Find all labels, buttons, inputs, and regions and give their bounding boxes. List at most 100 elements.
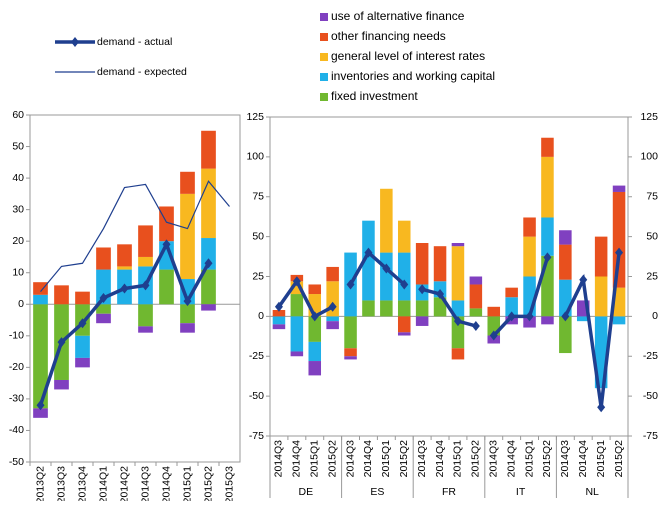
bar-segment bbox=[433, 246, 447, 282]
y2-tick-label: -50 bbox=[643, 390, 658, 402]
y-tick-label: 125 bbox=[246, 111, 264, 123]
bar-segment bbox=[272, 316, 286, 325]
x-tick-label: 2015Q2 bbox=[398, 440, 410, 478]
bar-segment bbox=[290, 351, 304, 357]
x-tick-label: 2015Q2 bbox=[541, 440, 553, 478]
x-tick-label: 2014Q1 bbox=[97, 466, 109, 501]
group-label: ES bbox=[370, 486, 384, 498]
bar-segment bbox=[451, 348, 465, 360]
bar-segment bbox=[362, 220, 375, 301]
x-tick-label: 2015Q2 bbox=[613, 440, 625, 478]
legend-swatch bbox=[320, 33, 328, 41]
legend-marker bbox=[71, 37, 79, 47]
y-tick-label: 100 bbox=[246, 151, 264, 163]
bar-segment bbox=[138, 256, 153, 267]
bar-segment bbox=[96, 304, 111, 314]
legend-swatch bbox=[320, 93, 328, 101]
bar-segment bbox=[451, 316, 465, 349]
bar-segment bbox=[290, 294, 304, 317]
bar-segment bbox=[559, 230, 572, 245]
y-tick-label: -10 bbox=[9, 330, 24, 342]
bar-segment bbox=[138, 304, 153, 327]
y2-tick-label: 25 bbox=[646, 270, 658, 282]
legend-label: general level of interest rates bbox=[331, 49, 485, 63]
bar-segment bbox=[96, 313, 111, 324]
bar-segment bbox=[75, 335, 90, 358]
y2-tick-label: 100 bbox=[640, 151, 658, 163]
y-tick-label: -25 bbox=[249, 350, 264, 362]
line-series bbox=[563, 252, 621, 408]
legend-label: inventories and working capital bbox=[331, 69, 495, 83]
bar-segment bbox=[451, 300, 465, 317]
bar-segment bbox=[541, 137, 554, 157]
bar-segment bbox=[469, 284, 483, 309]
y-tick-label: -40 bbox=[9, 424, 24, 436]
bar-segment bbox=[180, 193, 195, 280]
x-tick-label: 2014Q3 bbox=[416, 440, 428, 478]
line-marker bbox=[328, 301, 337, 312]
bar-segment bbox=[308, 341, 322, 362]
bar-segment bbox=[594, 236, 608, 277]
line-marker bbox=[382, 263, 391, 274]
bar-segment bbox=[117, 244, 132, 267]
line-marker bbox=[57, 337, 66, 348]
x-tick-label: 2013Q2 bbox=[34, 466, 46, 501]
y-tick-label: -20 bbox=[9, 361, 24, 373]
line-marker bbox=[597, 402, 606, 413]
bar-segment bbox=[33, 304, 48, 409]
y2-tick-label: 50 bbox=[646, 230, 658, 242]
bar-segment bbox=[487, 306, 501, 317]
x-tick-label: 2014Q3 bbox=[273, 440, 285, 478]
line-marker bbox=[162, 239, 171, 250]
bar-segment bbox=[397, 332, 411, 336]
bar-segment bbox=[380, 252, 393, 301]
bar-segment bbox=[33, 282, 48, 295]
x-tick-label: 2014Q3 bbox=[559, 440, 571, 478]
x-tick-label: 2015Q3 bbox=[223, 466, 235, 501]
x-tick-label: 2015Q1 bbox=[523, 440, 535, 478]
y2-tick-label: 125 bbox=[640, 111, 658, 123]
line-marker bbox=[579, 274, 588, 285]
bar-segment bbox=[201, 304, 216, 311]
group-label: FR bbox=[442, 486, 456, 498]
bar-segment bbox=[180, 171, 195, 194]
bar-segment bbox=[117, 266, 132, 270]
bar-segment bbox=[159, 269, 174, 305]
legend-label: fixed investment bbox=[331, 89, 418, 103]
line-series bbox=[492, 256, 550, 337]
plot-frame bbox=[269, 116, 629, 437]
legend-swatch bbox=[320, 13, 328, 21]
x-tick-label: 2015Q2 bbox=[470, 440, 482, 478]
y-tick-label: -50 bbox=[249, 390, 264, 402]
bar-segment bbox=[541, 217, 554, 256]
legend-label: other financing needs bbox=[331, 29, 446, 43]
x-tick-label: 2014Q3 bbox=[344, 440, 356, 478]
bar-segment bbox=[594, 276, 608, 317]
bar-segment bbox=[308, 316, 322, 342]
bar-segment bbox=[201, 238, 216, 270]
line-marker bbox=[36, 400, 45, 411]
bar-segment bbox=[96, 247, 111, 270]
group-label: DE bbox=[299, 486, 314, 498]
bar-segment bbox=[397, 300, 411, 317]
line-marker bbox=[453, 316, 462, 327]
bar-segment bbox=[469, 276, 483, 285]
line-series bbox=[349, 249, 406, 286]
legend-label: demand - actual bbox=[97, 36, 172, 48]
x-tick-label: 2014Q4 bbox=[577, 440, 589, 478]
bar-segment bbox=[612, 191, 626, 288]
bar-segment bbox=[523, 217, 536, 237]
bar-segment bbox=[180, 323, 195, 333]
x-tick-label: 2014Q3 bbox=[139, 466, 151, 501]
bar-segment bbox=[576, 316, 590, 322]
bar-segment bbox=[272, 309, 286, 317]
x-tick-label: 2015Q1 bbox=[181, 466, 193, 501]
bar-segment bbox=[344, 316, 357, 349]
line-marker bbox=[78, 318, 87, 329]
bar-segment bbox=[415, 300, 429, 317]
y-tick-label: 75 bbox=[252, 191, 264, 203]
y2-tick-label: 0 bbox=[652, 310, 658, 322]
y-tick-label: 30 bbox=[12, 203, 24, 215]
x-tick-label: 2014Q2 bbox=[118, 466, 130, 501]
